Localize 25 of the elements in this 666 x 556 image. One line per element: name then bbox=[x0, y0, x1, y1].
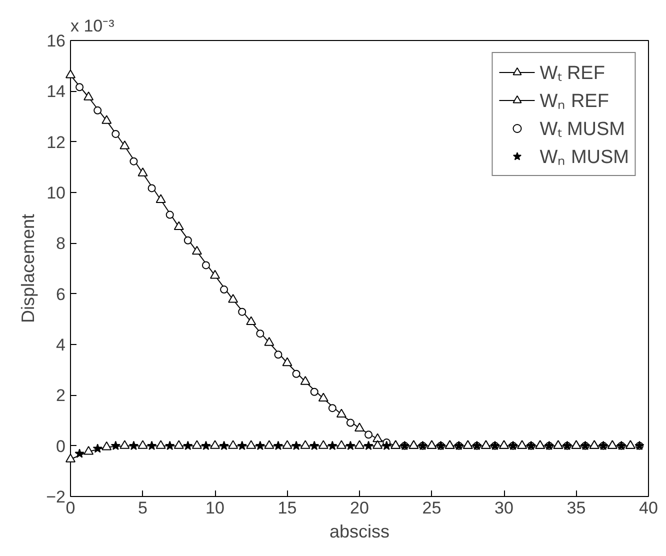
legend-label: Wₙ MUSM bbox=[540, 146, 629, 169]
y-tick-label: 0 bbox=[56, 436, 66, 456]
legend-label: Wₙ REF bbox=[540, 90, 609, 113]
y-axis-title: Displacement bbox=[18, 214, 38, 324]
y-tick-label: −2 bbox=[46, 488, 66, 506]
x-axis-title: absciss bbox=[329, 522, 390, 542]
x-tick-label: 10 bbox=[206, 498, 224, 518]
legend-label: Wₜ REF bbox=[540, 62, 605, 85]
text: x 10⁻³ bbox=[70, 16, 115, 36]
y-tick-label: 10 bbox=[46, 184, 66, 202]
y-tick-label: 12 bbox=[46, 132, 66, 152]
y-tick-label: 14 bbox=[46, 82, 66, 102]
legend-label: Wₜ MUSM bbox=[540, 118, 625, 141]
x-tick-label: 15 bbox=[278, 498, 297, 518]
x-tick-label: 5 bbox=[138, 498, 148, 518]
y-tick-label: 16 bbox=[46, 32, 66, 50]
x-tick-label: 25 bbox=[422, 498, 442, 518]
x-tick-label: 30 bbox=[494, 498, 514, 518]
x-tick-label: 20 bbox=[350, 498, 369, 518]
y-tick-label: 4 bbox=[56, 336, 66, 354]
y-tick-label: 6 bbox=[56, 284, 66, 304]
y-tick-label: 2 bbox=[56, 386, 66, 406]
y-tick-label: 8 bbox=[56, 234, 66, 254]
x-tick-label: 35 bbox=[566, 498, 586, 518]
x-tick-label: 40 bbox=[639, 498, 658, 518]
